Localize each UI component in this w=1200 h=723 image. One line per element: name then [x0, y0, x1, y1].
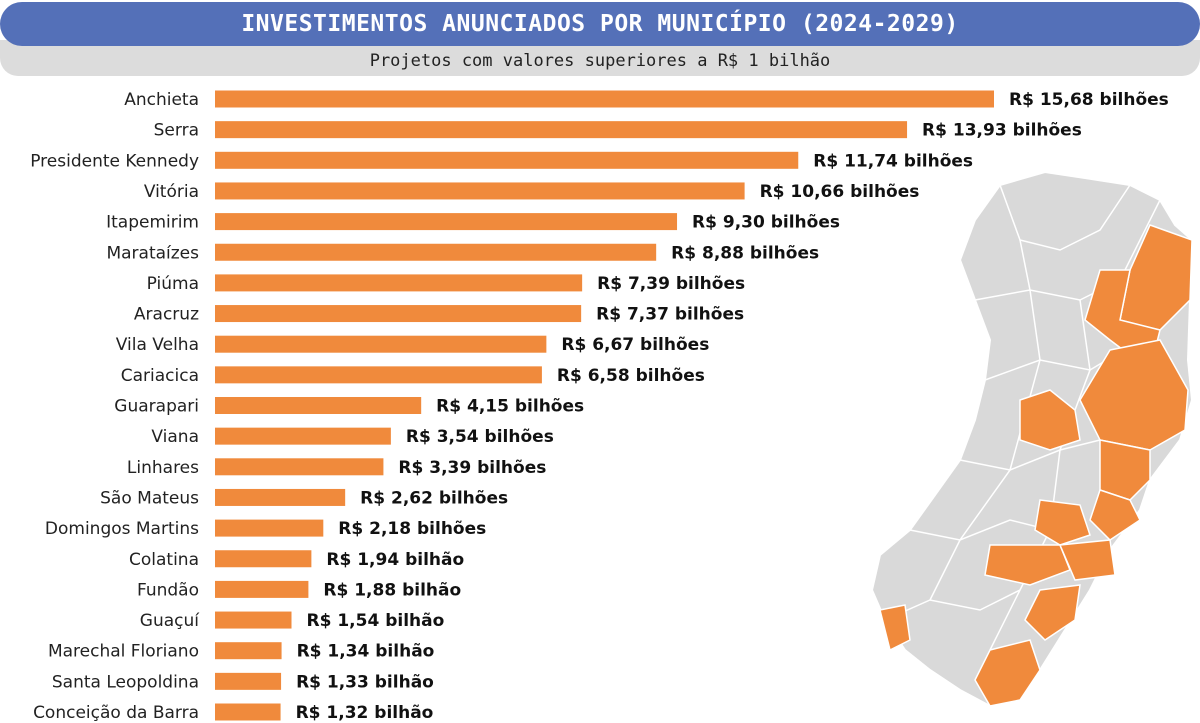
bar — [215, 550, 312, 568]
map-region-guacui — [879, 604, 911, 652]
bar — [215, 397, 422, 414]
category-label: Serra — [154, 121, 199, 141]
data-label: R$ 3,54 bilhões — [406, 427, 554, 447]
data-label: R$ 1,33 bilhão — [296, 672, 434, 692]
chart-subtitle: Projetos com valores superiores a R$ 1 b… — [0, 40, 1200, 76]
map-region-linhares — [1079, 339, 1189, 451]
map-highlighted-municipalities — [879, 224, 1193, 707]
chart-title: INVESTIMENTOS ANUNCIADOS POR MUNICÍPIO (… — [0, 2, 1200, 46]
category-label: Linhares — [127, 458, 199, 478]
category-label: Marechal Floriano — [48, 642, 199, 662]
category-label: Marataízes — [106, 243, 199, 263]
data-label: R$ 7,39 bilhões — [597, 274, 745, 294]
category-label: Itapemirim — [106, 213, 199, 233]
map-region-aracruz — [1099, 439, 1151, 501]
category-label: Aracruz — [134, 305, 199, 325]
bar — [215, 182, 745, 200]
data-label: R$ 1,32 bilhão — [296, 703, 434, 723]
data-label: R$ 1,54 bilhão — [307, 611, 445, 631]
data-label: R$ 2,62 bilhões — [360, 488, 508, 508]
bar — [215, 580, 309, 598]
data-label: R$ 6,67 bilhões — [561, 335, 709, 355]
map-region-southern-coast — [974, 639, 1041, 707]
map-region-colatina — [1019, 389, 1081, 451]
data-label: R$ 7,37 bilhões — [596, 305, 744, 325]
category-label: Presidente Kennedy — [30, 151, 199, 171]
bar — [215, 335, 547, 353]
data-label: R$ 4,15 bilhões — [436, 397, 584, 417]
data-label: R$ 6,58 bilhões — [557, 366, 705, 386]
map-region-guarapari — [1024, 584, 1081, 641]
bar — [215, 274, 583, 292]
category-label: Colatina — [129, 550, 199, 570]
bar — [215, 672, 282, 690]
data-label: R$ 1,88 bilhão — [323, 580, 461, 600]
data-label: R$ 10,66 bilhões — [760, 182, 920, 202]
category-label: Conceição da Barra — [33, 703, 199, 723]
bar — [215, 213, 678, 231]
bar — [215, 121, 908, 139]
bar — [215, 488, 346, 506]
data-label: R$ 13,93 bilhões — [922, 121, 1082, 141]
bar — [215, 90, 994, 108]
bar — [215, 427, 391, 445]
data-label: R$ 15,68 bilhões — [1009, 90, 1169, 110]
bar — [215, 611, 292, 629]
map-region-domingos-martins — [984, 544, 1071, 586]
category-label: Anchieta — [124, 90, 199, 110]
category-label: Piúma — [147, 274, 199, 294]
data-label: R$ 2,18 bilhões — [338, 519, 486, 539]
category-label: Guaçuí — [140, 611, 200, 631]
bar — [215, 151, 799, 169]
data-label: R$ 1,94 bilhão — [326, 550, 464, 570]
map-region-viana-cariacica — [1058, 539, 1116, 581]
category-label: Vitória — [144, 182, 199, 202]
category-label: Vila Velha — [116, 335, 199, 355]
data-label: R$ 3,39 bilhões — [398, 458, 546, 478]
map-region-serra — [1089, 489, 1141, 541]
bar — [215, 458, 384, 476]
data-label: R$ 1,34 bilhão — [297, 642, 435, 662]
category-label: Santa Leopoldina — [52, 672, 199, 692]
category-label: São Mateus — [100, 488, 199, 508]
bar — [215, 305, 582, 323]
map-region-santa-leopoldina — [1034, 499, 1091, 546]
bar — [215, 642, 282, 660]
category-label: Guarapari — [114, 397, 199, 417]
category-label: Domingos Martins — [45, 519, 199, 539]
bar — [215, 243, 657, 261]
data-label: R$ 11,74 bilhões — [813, 151, 973, 171]
bar — [215, 366, 542, 384]
category-label: Viana — [151, 427, 199, 447]
category-label: Cariacica — [121, 366, 199, 386]
data-label: R$ 8,88 bilhões — [671, 243, 819, 263]
data-label: R$ 9,30 bilhões — [692, 213, 840, 233]
bar — [215, 703, 281, 721]
bar — [215, 519, 324, 537]
category-label: Fundão — [137, 580, 199, 600]
